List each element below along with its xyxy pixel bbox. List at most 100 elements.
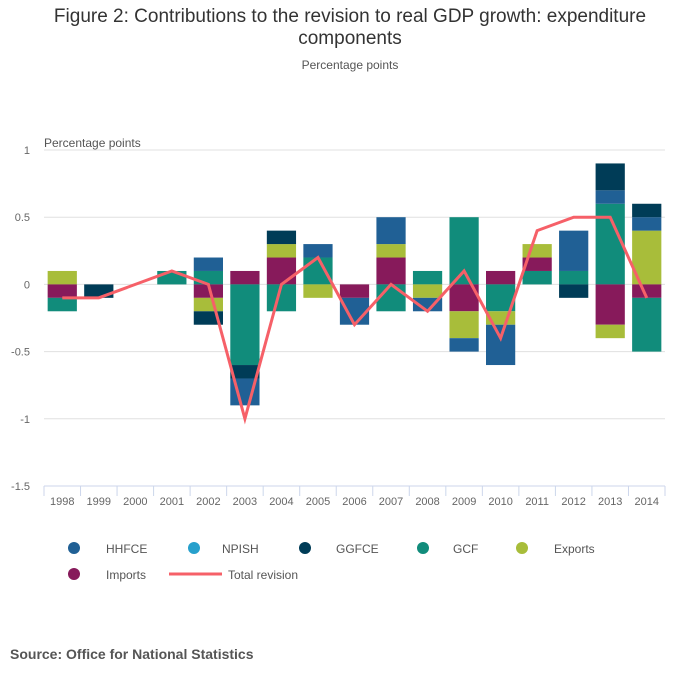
y-axis-title: Percentage points <box>44 136 141 150</box>
legend: HHFCE NPISH GGFCE GCF Exports Imports Total re… <box>68 542 595 582</box>
bar-imports-2014[interactable] <box>632 284 662 298</box>
bar-gcf-1998[interactable] <box>47 297 77 312</box>
legend-item-imports[interactable]: Imports <box>68 568 146 582</box>
bar-exports-2011[interactable] <box>522 244 552 258</box>
x-tick-label: 2008 <box>415 496 439 508</box>
bar-imports-2007[interactable] <box>376 257 406 285</box>
bar-imports-2004[interactable] <box>266 257 297 285</box>
y-axis-ticks: 1 0.5 0 -0.5 -1 -1.5 <box>11 145 30 493</box>
x-tick-label: 2011 <box>525 496 549 508</box>
bar-ggfce-2003[interactable] <box>230 365 260 379</box>
chart-subtitle: Percentage points <box>301 58 399 72</box>
legend-item-ggfce[interactable]: GGFCE <box>299 542 379 556</box>
x-tick-label: 2010 <box>488 496 512 508</box>
x-tick-label: 1999 <box>87 496 111 508</box>
legend-item-gcf[interactable]: GCF <box>417 542 478 556</box>
bar-gcf-2005[interactable] <box>303 257 333 285</box>
legend-swatch-gcf <box>417 542 429 554</box>
legend-label-exports: Exports <box>554 542 595 556</box>
total-revision-line-group <box>62 215 649 425</box>
bar-hhfce-2009[interactable] <box>449 338 479 352</box>
bar-ggfce-1999[interactable] <box>84 284 114 298</box>
bar-imports-1998[interactable] <box>47 284 77 298</box>
bar-imports-2010[interactable] <box>486 270 516 285</box>
bar-exports-2005[interactable] <box>303 284 333 298</box>
bar-gcf-2001[interactable] <box>157 270 187 285</box>
chart-title-line2: components <box>298 28 402 49</box>
x-tick-label: 2002 <box>196 496 220 508</box>
bar-ggfce-2014[interactable] <box>632 203 662 218</box>
bar-gcf-2012[interactable] <box>559 270 589 285</box>
legend-label-npish: NPISH <box>222 542 259 556</box>
y-tick-label: -1.5 <box>11 481 30 493</box>
bar-gcf-2011[interactable] <box>522 270 552 285</box>
legend-item-exports[interactable]: Exports <box>516 542 595 556</box>
legend-item-hhfce[interactable]: HHFCE <box>68 542 147 556</box>
legend-label-imports: Imports <box>106 568 146 582</box>
bar-hhfce-2006[interactable] <box>339 297 370 325</box>
chart-title: Figure 2: Contributions to the revision … <box>0 6 700 50</box>
x-tick-label: 2003 <box>233 496 257 508</box>
x-tick-label: 2007 <box>379 496 403 508</box>
bar-hhfce-2002[interactable] <box>193 257 223 271</box>
bar-gcf-2007[interactable] <box>376 284 406 312</box>
x-tick-label: 2012 <box>561 496 585 508</box>
legend-swatch-ggfce <box>299 542 311 554</box>
legend-label-ggfce: GGFCE <box>336 542 379 556</box>
y-tick-label: 1 <box>24 145 30 157</box>
bar-exports-2004[interactable] <box>266 244 297 258</box>
x-tick-label: 2001 <box>160 496 184 508</box>
legend-item-npish[interactable]: NPISH <box>188 542 259 556</box>
x-tick-label: 2006 <box>342 496 366 508</box>
bar-hhfce-2014[interactable] <box>632 217 662 231</box>
bar-exports-2007[interactable] <box>376 244 406 258</box>
bar-ggfce-2012[interactable] <box>559 284 589 298</box>
x-tick-label: 2004 <box>269 496 293 508</box>
bar-hhfce-2007[interactable] <box>376 217 406 245</box>
y-tick-label: -0.5 <box>11 347 30 359</box>
x-tick-label: 2009 <box>452 496 476 508</box>
bar-imports-2011[interactable] <box>522 257 552 271</box>
bar-imports-2013[interactable] <box>595 284 625 325</box>
bar-hhfce-2005[interactable] <box>303 244 333 258</box>
legend-swatch-hhfce <box>68 542 80 554</box>
bar-imports-2002[interactable] <box>193 284 223 298</box>
bar-gcf-2003[interactable] <box>230 284 260 366</box>
bar-hhfce-2012[interactable] <box>559 230 589 271</box>
x-tick-label: 2013 <box>598 496 622 508</box>
x-tick-label: 1998 <box>50 496 74 508</box>
bar-exports-2002[interactable] <box>193 297 223 312</box>
bar-hhfce-2013[interactable] <box>595 190 625 204</box>
y-tick-label: -1 <box>20 414 30 426</box>
legend-label-hhfce: HHFCE <box>106 542 147 556</box>
bar-gcf-2008[interactable] <box>412 270 443 285</box>
legend-swatch-exports <box>516 542 528 554</box>
bar-exports-2009[interactable] <box>449 311 479 339</box>
legend-swatch-imports <box>68 568 80 580</box>
bar-exports-1998[interactable] <box>47 270 77 285</box>
bar-exports-2013[interactable] <box>595 324 625 339</box>
chart-title-line1: Figure 2: Contributions to the revision … <box>53 6 647 27</box>
x-tick-label: 2014 <box>634 496 658 508</box>
x-axis: 1998 1999 2000 2001 2002 2003 2004 2005 2006 2007… <box>43 485 666 508</box>
x-tick-label: 2005 <box>306 496 330 508</box>
legend-label-gcf: GCF <box>453 542 478 556</box>
y-tick-label: 0.5 <box>15 212 30 224</box>
bar-hhfce-2010[interactable] <box>486 324 516 366</box>
gridlines <box>44 149 665 420</box>
bar-gcf-2009[interactable] <box>449 217 479 285</box>
y-tick-label: 0 <box>24 279 30 291</box>
bar-imports-2003[interactable] <box>230 270 260 285</box>
bar-gcf-2002[interactable] <box>193 270 223 285</box>
source-note: Source: Office for National Statistics <box>10 646 254 662</box>
bar-ggfce-2013[interactable] <box>595 163 625 191</box>
legend-item-total-revision[interactable]: Total revision <box>169 568 298 582</box>
bar-imports-2006[interactable] <box>339 284 370 298</box>
bar-gcf-2014[interactable] <box>632 297 662 352</box>
legend-swatch-npish <box>188 542 200 554</box>
x-tick-label: 2000 <box>123 496 147 508</box>
bar-ggfce-2004[interactable] <box>266 230 297 245</box>
bar-exports-2008[interactable] <box>412 284 443 298</box>
bars <box>47 163 662 406</box>
